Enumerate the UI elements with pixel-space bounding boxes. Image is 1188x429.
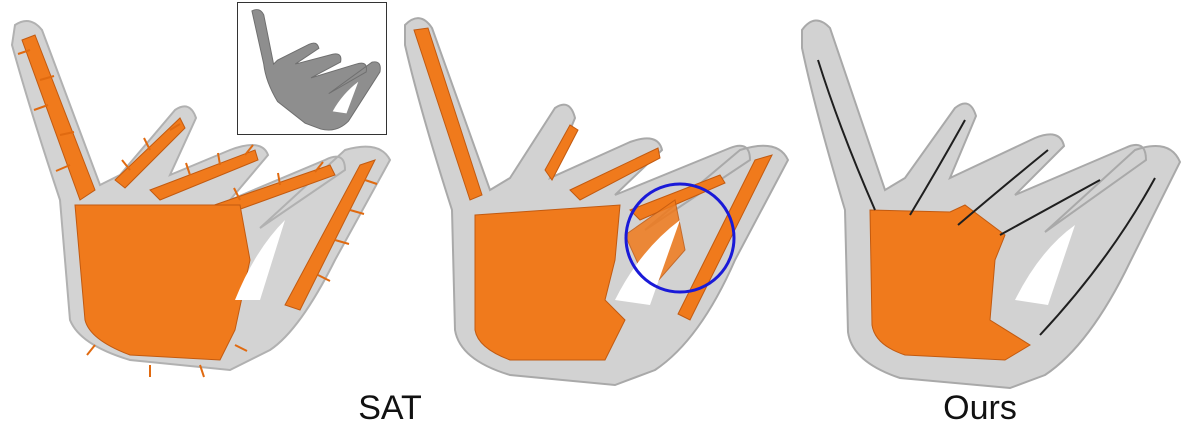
skeleton-curves [817,59,1156,336]
hand-mesh-icon [801,19,1182,390]
hand-mesh-icon [404,17,790,387]
input-mesh-inset [237,2,387,135]
caption-ours: Ours [943,389,1017,427]
panel-sat-spiky [0,0,400,390]
panel-ours [790,0,1188,390]
highlight-circle [624,182,736,294]
hand-mesh-icon [10,20,392,378]
hand-input-mesh-icon [251,9,381,131]
caption-sat: SAT [358,389,422,427]
panel-sat-refined [400,0,790,390]
